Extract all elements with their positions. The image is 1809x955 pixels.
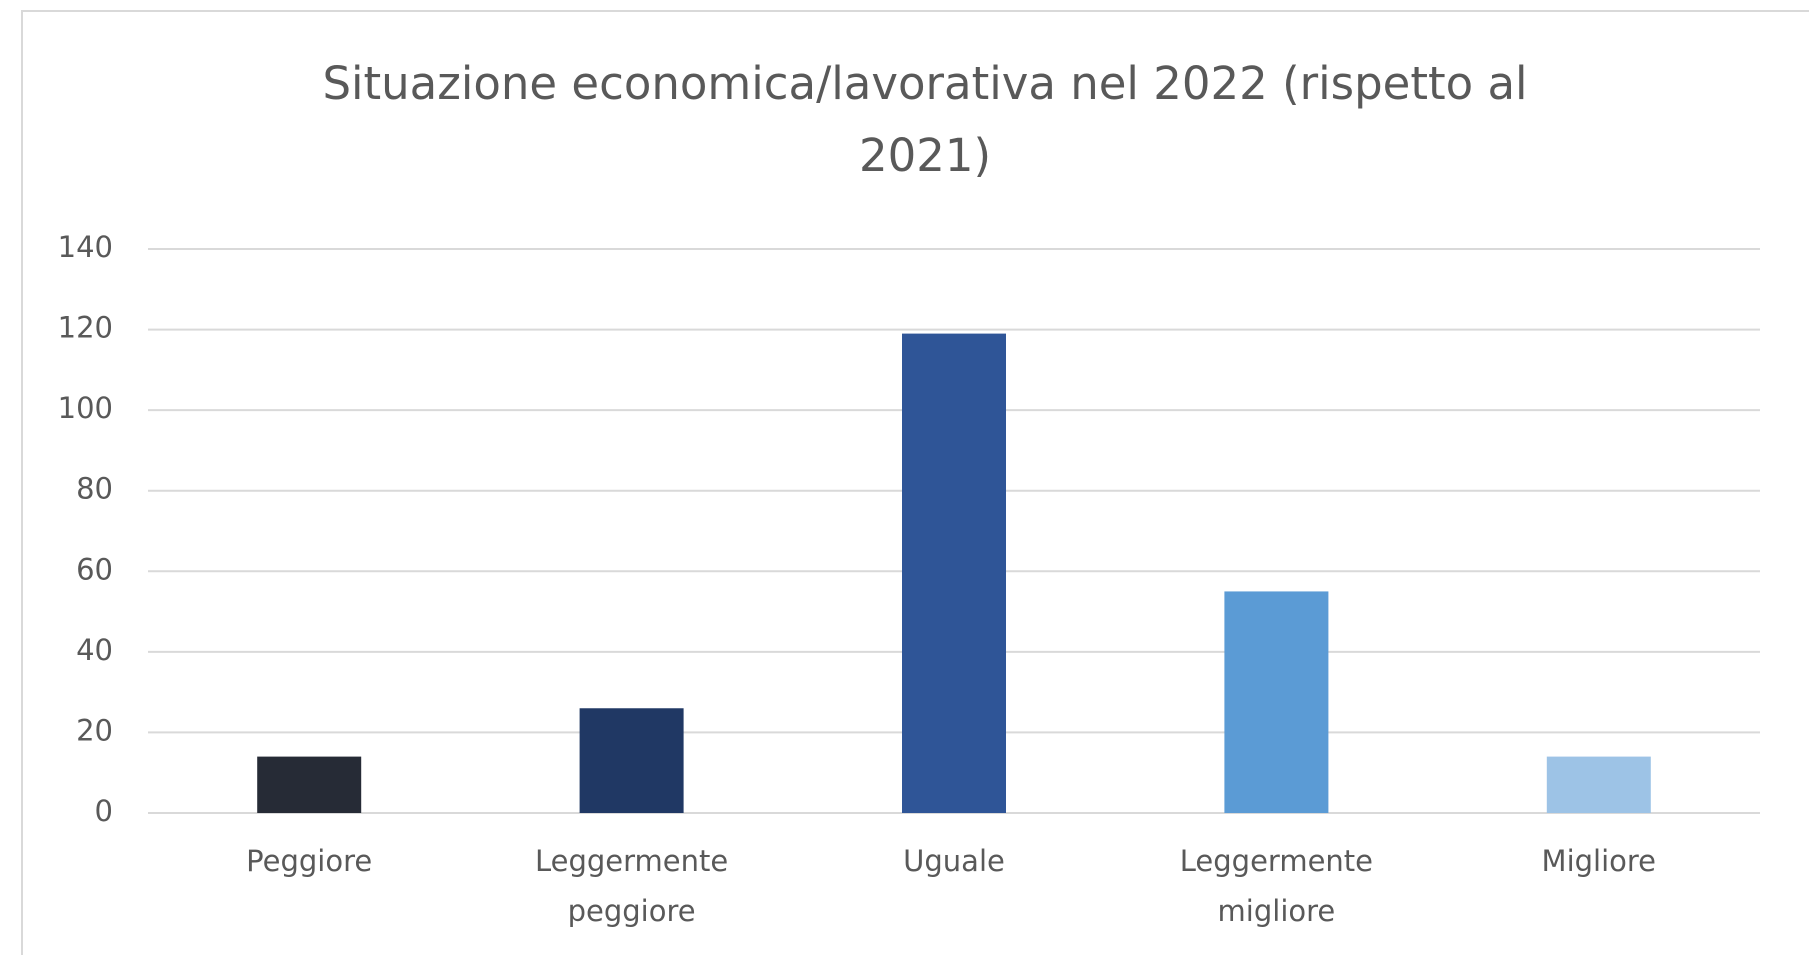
y-tick-label: 140	[58, 230, 113, 264]
y-tick-label: 20	[76, 713, 113, 747]
y-tick-label: 80	[76, 472, 113, 506]
x-tick-label: Leggermente peggiore	[535, 844, 728, 928]
x-tick-label: Leggermente migliore	[1180, 844, 1373, 928]
x-tick-label: Peggiore	[246, 844, 372, 878]
y-tick-label: 120	[58, 311, 113, 345]
y-tick-label: 40	[76, 633, 113, 667]
y-tick-label: 60	[76, 552, 113, 586]
bar	[579, 708, 684, 813]
chart-title: Situazione economica/lavorativa nel 2022…	[322, 57, 1527, 182]
bar	[1546, 756, 1651, 813]
bar	[257, 756, 362, 813]
y-tick-label: 0	[95, 794, 113, 828]
bar	[902, 333, 1006, 813]
x-tick-label: Migliore	[1542, 844, 1656, 878]
bar	[1224, 591, 1329, 813]
x-tick-label: Uguale	[903, 844, 1005, 878]
y-tick-label: 100	[58, 391, 113, 425]
chart-frame	[21, 10, 1809, 955]
